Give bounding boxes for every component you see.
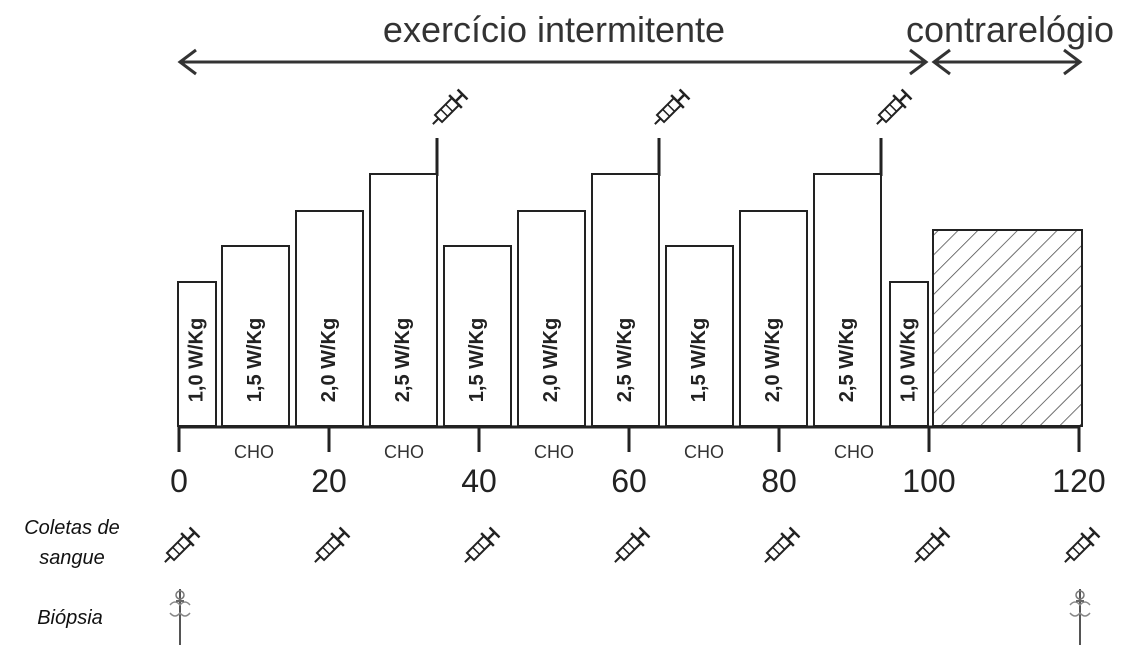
- biopsy-needle-icon: [1069, 588, 1091, 646]
- bar-intensity-label: 1,5 W/Kg: [688, 318, 710, 402]
- bar-intensity-label: 1,0 W/Kg: [897, 318, 919, 402]
- exercise-bar: [443, 245, 512, 427]
- bar-intensity-label: 2,0 W/Kg: [318, 318, 340, 402]
- peak-syringe-1: [425, 86, 471, 176]
- exercise-bar: [295, 210, 364, 427]
- time-ticks: 0 20 40 60 80 100 120: [170, 427, 1106, 499]
- axis-tick-label: 80: [761, 463, 797, 499]
- axis-tick-label: 20: [311, 463, 347, 499]
- intermittent-phase-label: exercício intermitente: [383, 9, 725, 50]
- time-trial-phase-label: contrarelógio: [906, 9, 1114, 50]
- peak-syringe-2: [647, 86, 693, 176]
- bar-intensity-label: 1,0 W/Kg: [185, 318, 207, 402]
- syringe-icon: [1057, 524, 1103, 570]
- bar-intensity-label: 1,5 W/Kg: [244, 318, 266, 402]
- time-trial-phase-arrow: [931, 48, 1083, 76]
- syringe-icon: [757, 524, 803, 570]
- blood-sample-syringes: [157, 524, 1103, 570]
- exercise-bar: [591, 173, 660, 427]
- exercise-bar: [739, 210, 808, 427]
- bar-intensity-label: 2,5 W/Kg: [392, 318, 414, 402]
- intermittent-phase-arrow: [177, 48, 929, 76]
- syringe-icon: [647, 86, 693, 132]
- cho-label: CHO: [834, 442, 874, 462]
- exercise-bar: [813, 173, 882, 427]
- syringe-icon: [607, 524, 653, 570]
- cho-label: CHO: [384, 442, 424, 462]
- time-trial-block: [932, 229, 1083, 427]
- cho-labels: CHO CHO CHO CHO CHO: [234, 442, 874, 462]
- syringe-icon: [907, 524, 953, 570]
- blood-samples-label-line-1: Coletas de: [24, 517, 120, 539]
- peak-syringe-3: [869, 86, 915, 176]
- syringe-icon: [869, 86, 915, 132]
- exercise-bar: [517, 210, 586, 427]
- axis-tick-label: 100: [902, 463, 955, 499]
- axis-tick-label: 60: [611, 463, 647, 499]
- exercise-bar: [665, 245, 734, 427]
- cho-label: CHO: [234, 442, 274, 462]
- bar-intensity-label: 2,5 W/Kg: [614, 318, 636, 402]
- axis-tick-label: 0: [170, 463, 188, 499]
- syringe-icon: [157, 524, 203, 570]
- syringe-icon: [457, 524, 503, 570]
- blood-samples-label-line-2: sangue: [39, 547, 105, 569]
- cho-label: CHO: [684, 442, 724, 462]
- bar-intensity-label: 2,0 W/Kg: [540, 318, 562, 402]
- axis-tick-label: 120: [1052, 463, 1105, 499]
- cho-label: CHO: [534, 442, 574, 462]
- bar-intensity-label: 1,5 W/Kg: [466, 318, 488, 402]
- biopsy-label: Biópsia: [37, 607, 103, 629]
- syringe-icon: [425, 86, 471, 132]
- exercise-bars: 1,0 W/Kg 1,5 W/Kg 2,0 W/Kg 2,5 W/Kg 1,5 W/Kg…: [177, 173, 929, 427]
- exercise-bar: [177, 281, 217, 427]
- exercise-bar: [369, 173, 438, 427]
- biopsy-needle-icon: [169, 588, 191, 646]
- bar-intensity-label: 2,0 W/Kg: [762, 318, 784, 402]
- axis-tick-label: 40: [461, 463, 497, 499]
- syringe-icon: [307, 524, 353, 570]
- bar-intensity-label: 2,5 W/Kg: [836, 318, 858, 402]
- exercise-bar: [889, 281, 929, 427]
